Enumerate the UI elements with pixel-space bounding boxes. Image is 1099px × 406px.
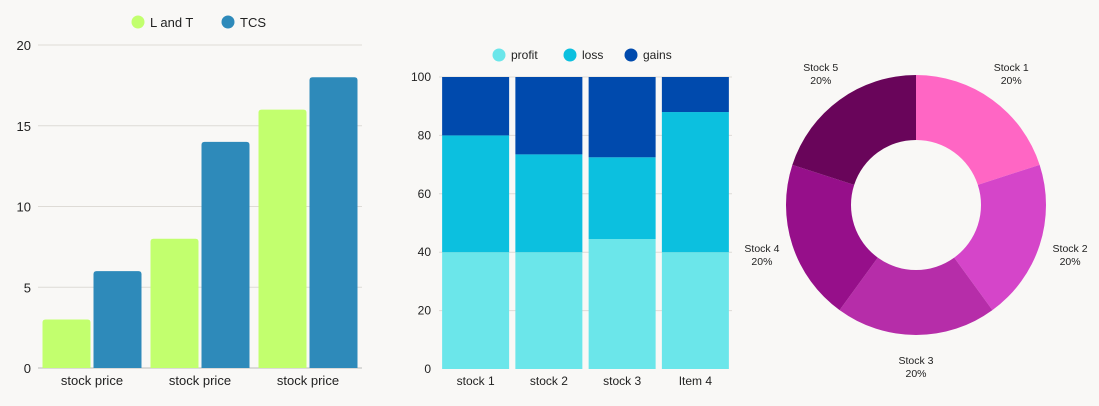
slice-value-label: 20% [1060,256,1081,268]
bar-segment-profit [442,252,510,369]
y-tick-label: 15 [17,119,31,134]
y-tick-label: 20 [17,38,31,53]
x-tick-label: stock price [277,373,339,388]
y-tick-label: 20 [418,304,432,318]
bar-segment-loss [515,154,583,253]
bar-segment-loss [588,157,656,240]
bar-tcs [309,77,358,369]
y-tick-label: 0 [424,362,431,376]
legend-marker [131,15,145,29]
bar-l-and-t [258,109,307,368]
x-tick-label: stock 2 [530,374,568,388]
bar-segment-profit [661,252,729,369]
x-tick-label: Item 4 [679,374,713,388]
slice-value-label: 20% [1001,75,1022,87]
donut-slice-5 [792,75,916,185]
legend-label: TCS [240,15,266,30]
legend-label: L and T [150,15,193,30]
slice-label: Stock 2 [1053,243,1088,255]
bar-segment-loss [442,135,510,253]
slice-value-label: 20% [751,256,772,268]
y-tick-label: 5 [24,280,31,295]
bar-segment-gains [588,77,656,158]
bar-segment-gains [661,77,729,113]
bar-segment-gains [442,77,510,136]
legend-label: profit [511,48,538,62]
slice-label: Stock 1 [994,62,1029,74]
donut-slice-1 [916,75,1040,185]
legend-marker [221,15,235,29]
bar-l-and-t [42,319,91,368]
slice-label: Stock 5 [803,62,838,74]
legend-label: gains [643,48,672,62]
donut-slice-2 [954,164,1046,311]
x-tick-label: stock 1 [457,374,495,388]
x-tick-label: stock price [61,373,123,388]
bar-l-and-t [150,238,199,368]
y-tick-label: 100 [411,70,431,84]
slice-label: Stock 3 [898,355,933,367]
legend-marker [492,48,506,62]
bar-tcs [201,141,250,368]
y-tick-label: 40 [418,245,432,259]
slice-value-label: 20% [905,368,926,380]
bar-segment-profit [588,239,656,369]
donut-slice-3 [839,257,993,336]
bar-segment-gains [515,77,583,155]
slice-label: Stock 4 [744,243,779,255]
legend-marker [624,48,638,62]
x-tick-label: stock price [169,373,231,388]
bar-tcs [93,271,142,368]
y-tick-label: 10 [17,200,31,215]
y-tick-label: 60 [418,187,432,201]
y-tick-label: 80 [418,128,432,142]
legend-marker [563,48,577,62]
legend-label: loss [582,48,603,62]
y-tick-label: 0 [24,361,31,376]
bar-segment-profit [515,252,583,369]
bar-segment-loss [661,112,729,253]
x-tick-label: stock 3 [603,374,641,388]
slice-value-label: 20% [810,75,831,87]
donut-slice-4 [786,164,878,311]
